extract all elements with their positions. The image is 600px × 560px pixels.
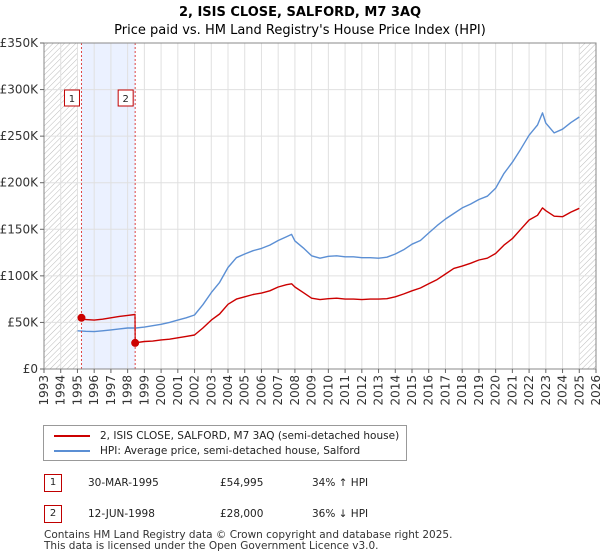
x-tick-label: 2005 (238, 375, 252, 406)
x-tick-label: 2023 (539, 375, 553, 406)
plot-area (44, 43, 596, 369)
x-tick-label: 2006 (254, 375, 268, 406)
transaction-row: 2 12-JUN-1998 £28,000 36% ↓ HPI (44, 505, 600, 525)
sale-marker-badge (63, 89, 80, 107)
legend-swatch-property (54, 435, 90, 437)
x-tick-label: 2002 (188, 375, 202, 406)
legend-swatch-hpi (54, 450, 90, 452)
x-tick-label: 2024 (556, 375, 570, 406)
x-tick-label: 1996 (87, 375, 101, 406)
hpi-series-line (77, 112, 580, 333)
x-tick-label: 2013 (372, 375, 386, 406)
transaction-marker-badge: 1 (44, 474, 62, 492)
x-tick-label: 2007 (271, 375, 285, 406)
plot-frame (43, 42, 597, 370)
y-tick-label: £350K (0, 36, 39, 50)
chart: 2, ISIS CLOSE, SALFORD, M7 3AQ Price pai… (0, 5, 600, 406)
legend-label-property: 2, ISIS CLOSE, SALFORD, M7 3AQ (semi-det… (100, 430, 400, 442)
footer-licence: This data is licensed under the Open Gov… (44, 540, 379, 552)
chart-title: 2, ISIS CLOSE, SALFORD, M7 3AQ (179, 5, 421, 20)
x-tick-label: 2012 (355, 375, 369, 406)
x-tick-label: 2014 (388, 375, 402, 406)
x-tick-label: 2011 (338, 375, 352, 406)
footer: Contains HM Land Registry data © Crown c… (44, 530, 452, 552)
transaction-hpi: 34% ↑ HPI (312, 477, 369, 489)
x-tick-label: 2015 (405, 375, 419, 406)
x-tick-label: 2001 (171, 375, 185, 406)
transaction-date: 12-JUN-1998 (88, 508, 155, 520)
x-tick-label: 2017 (438, 375, 452, 406)
x-tick-label: 2003 (204, 375, 218, 406)
footer-copyright: Contains HM Land Registry data © Crown c… (44, 529, 453, 541)
sale-marker-badge-label: 1 (69, 94, 75, 105)
x-tick-label: 1997 (104, 375, 118, 406)
y-tick-label: £100K (0, 269, 39, 283)
transaction-row: 1 30-MAR-1995 £54,995 34% ↑ HPI (44, 474, 600, 494)
transaction-marker-badge: 2 (44, 505, 62, 523)
legend-item-hpi: HPI: Average price, semi-detached house,… (54, 445, 360, 457)
y-tick-label: £0 (23, 362, 38, 376)
x-tick-label: 2021 (505, 375, 519, 406)
y-tick-label: £300K (0, 83, 39, 97)
x-tick-label: 2025 (572, 375, 586, 406)
transaction-price: £28,000 (220, 508, 264, 520)
transaction-date: 30-MAR-1995 (88, 477, 159, 489)
x-tick-label: 1993 (37, 375, 51, 406)
property-series-line (81, 207, 580, 344)
sale-marker-badge (117, 89, 134, 107)
transaction-hpi: 36% ↓ HPI (312, 508, 369, 520)
transaction-price: £54,995 (220, 477, 264, 489)
y-tick-label: £50K (7, 315, 39, 329)
legend: 2, ISIS CLOSE, SALFORD, M7 3AQ (semi-det… (43, 425, 407, 461)
x-tick-label: 1995 (70, 375, 84, 406)
x-tick-label: 2019 (472, 375, 486, 406)
legend-label-hpi: HPI: Average price, semi-detached house,… (100, 445, 361, 457)
sale-point (77, 313, 86, 322)
x-tick-label: 1998 (121, 375, 135, 406)
x-tick-label: 2026 (589, 375, 600, 406)
x-tick-label: 2022 (522, 375, 536, 406)
hatched-region-after (579, 43, 596, 369)
x-tick-label: 2016 (422, 375, 436, 406)
x-tick-label: 1994 (54, 375, 68, 406)
y-tick-label: £150K (0, 222, 39, 236)
x-tick-label: 2004 (221, 375, 235, 406)
y-tick-label: £250K (0, 129, 39, 143)
x-tick-label: 2009 (305, 375, 319, 406)
sale-marker-badge-label: 2 (122, 94, 128, 105)
sale-point (131, 338, 140, 347)
chart-subtitle: Price paid vs. HM Land Registry's House … (114, 23, 486, 38)
y-tick-label: £200K (0, 176, 39, 190)
legend-item-property: 2, ISIS CLOSE, SALFORD, M7 3AQ (semi-det… (54, 430, 399, 442)
x-tick-label: 2018 (455, 375, 469, 406)
x-tick-label: 2020 (489, 375, 503, 406)
x-tick-label: 2000 (154, 375, 168, 406)
x-tick-label: 2008 (288, 375, 302, 406)
x-tick-label: 1999 (137, 375, 151, 406)
x-tick-label: 2010 (321, 375, 335, 406)
